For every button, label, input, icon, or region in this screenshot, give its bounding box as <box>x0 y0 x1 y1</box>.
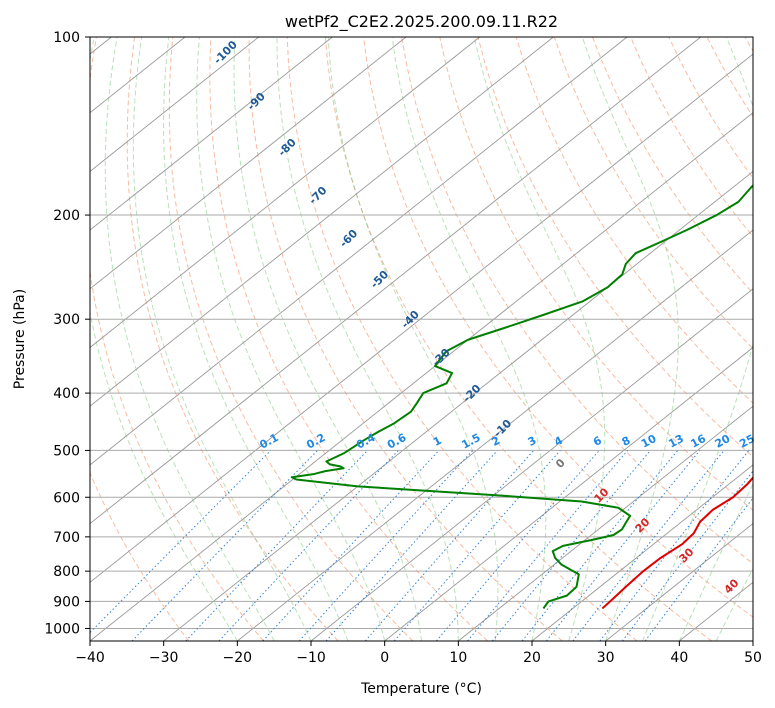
mixing-ratio-line <box>545 450 701 641</box>
y-tick-label: 400 <box>53 386 80 402</box>
y-tick-label: 100 <box>53 30 80 46</box>
isotherm-line <box>458 405 753 641</box>
isotherm-line <box>90 37 628 466</box>
isotherm-line <box>90 37 701 525</box>
dry-adiabat-line <box>126 37 339 641</box>
moist-adiabat-line <box>104 37 275 641</box>
moist-adiabat-line <box>473 37 606 641</box>
mixing-ratio-line <box>185 450 368 641</box>
moist-adiabat-line <box>678 482 753 641</box>
x-tick-label: −40 <box>75 650 105 666</box>
dry-adiabat-line <box>477 37 753 458</box>
y-tick-label: 600 <box>53 490 80 506</box>
moist-adiabat-line <box>276 37 459 641</box>
y-tick-label: 1000 <box>44 621 80 637</box>
mixing-ratio-line <box>436 450 600 641</box>
mixing-ratio-label: 25 <box>737 432 757 451</box>
x-tick-label: 0 <box>380 650 389 666</box>
moist-adiabat-line <box>391 37 547 641</box>
moist-adiabat-line <box>132 37 312 641</box>
mixing-ratio-line <box>131 450 318 641</box>
dry-adiabat-line <box>90 37 264 641</box>
mixing-ratio-line <box>90 450 272 634</box>
chart-title: wetPf2_C2E2.2025.200.09.11.R22 <box>285 12 558 32</box>
y-tick-label: 700 <box>53 530 80 546</box>
dry-adiabat-line <box>363 37 753 618</box>
isotherm-line <box>384 346 753 641</box>
moist-adiabat-line <box>327 37 499 641</box>
x-tick-label: −20 <box>223 650 253 666</box>
y-tick-label: 500 <box>53 443 80 459</box>
y-tick-label: 800 <box>53 564 80 580</box>
mixing-ratio-label: 16 <box>688 432 708 451</box>
isotherm-line <box>163 170 753 641</box>
x-tick-label: 20 <box>523 650 541 666</box>
plot-frame <box>89 36 754 642</box>
y-tick-label: 900 <box>53 594 80 610</box>
mixing-ratio-line <box>262 450 440 641</box>
moist-adiabat-line <box>196 37 386 641</box>
dry-adiabat-line <box>553 37 753 350</box>
mixing-ratio-label: 13 <box>666 432 686 451</box>
dry-adiabat-line <box>90 471 190 641</box>
x-tick-label: 10 <box>449 650 467 666</box>
isotherm-line <box>90 37 407 290</box>
profile-series <box>290 183 753 610</box>
x-axis-title: Temperature (°C) <box>360 681 482 697</box>
isotherm-line <box>90 53 753 583</box>
mixing-ratio-label: 20 <box>713 432 733 451</box>
x-tick-label: −30 <box>149 650 179 666</box>
mixing-ratio-line <box>298 450 474 641</box>
moist-adiabat-line <box>90 37 238 641</box>
isotherm-line <box>90 37 480 349</box>
dry-adiabat-line <box>248 37 563 641</box>
isotherm-line <box>605 523 753 641</box>
dry-adiabat-line <box>401 37 753 565</box>
mixing-ratio-line <box>364 450 535 641</box>
dewpoint-profile-line <box>290 183 753 610</box>
y-axis-title: Pressure (hPa) <box>12 289 28 389</box>
mixing-ratio-line <box>218 450 399 641</box>
isotherm-line <box>90 37 333 231</box>
y-tick-label: 300 <box>53 312 80 328</box>
isotherm-line <box>90 37 554 407</box>
x-tick-label: 40 <box>670 650 688 666</box>
dry-adiabat-line <box>209 37 488 641</box>
x-tick-label: −10 <box>296 650 326 666</box>
mixing-ratio-line <box>521 450 679 641</box>
x-tick-label: 30 <box>597 650 615 666</box>
isotherm-line <box>531 464 753 641</box>
axes: −40 −30 −20 −10 0 10 20 30 40 50 100 200 300 400 500 60… <box>44 30 762 666</box>
temperature-profile-line <box>601 476 753 610</box>
mixing-ratio-line <box>644 497 753 641</box>
x-tick-label: 50 <box>744 650 762 666</box>
mixing-ratio-line <box>491 450 651 641</box>
isotherm-line <box>237 229 753 641</box>
y-tick-label: 200 <box>53 208 80 224</box>
mixing-ratio-line <box>325 450 498 641</box>
isotherm-line <box>310 288 753 641</box>
dry-adiabat-line <box>286 37 638 641</box>
mixing-ratio-line <box>621 470 753 641</box>
mixing-ratio-line <box>467 450 629 641</box>
isotherm-line <box>90 37 259 172</box>
moist-adiabat-line <box>581 37 679 641</box>
mixing-ratio-label: 10 <box>639 432 659 451</box>
